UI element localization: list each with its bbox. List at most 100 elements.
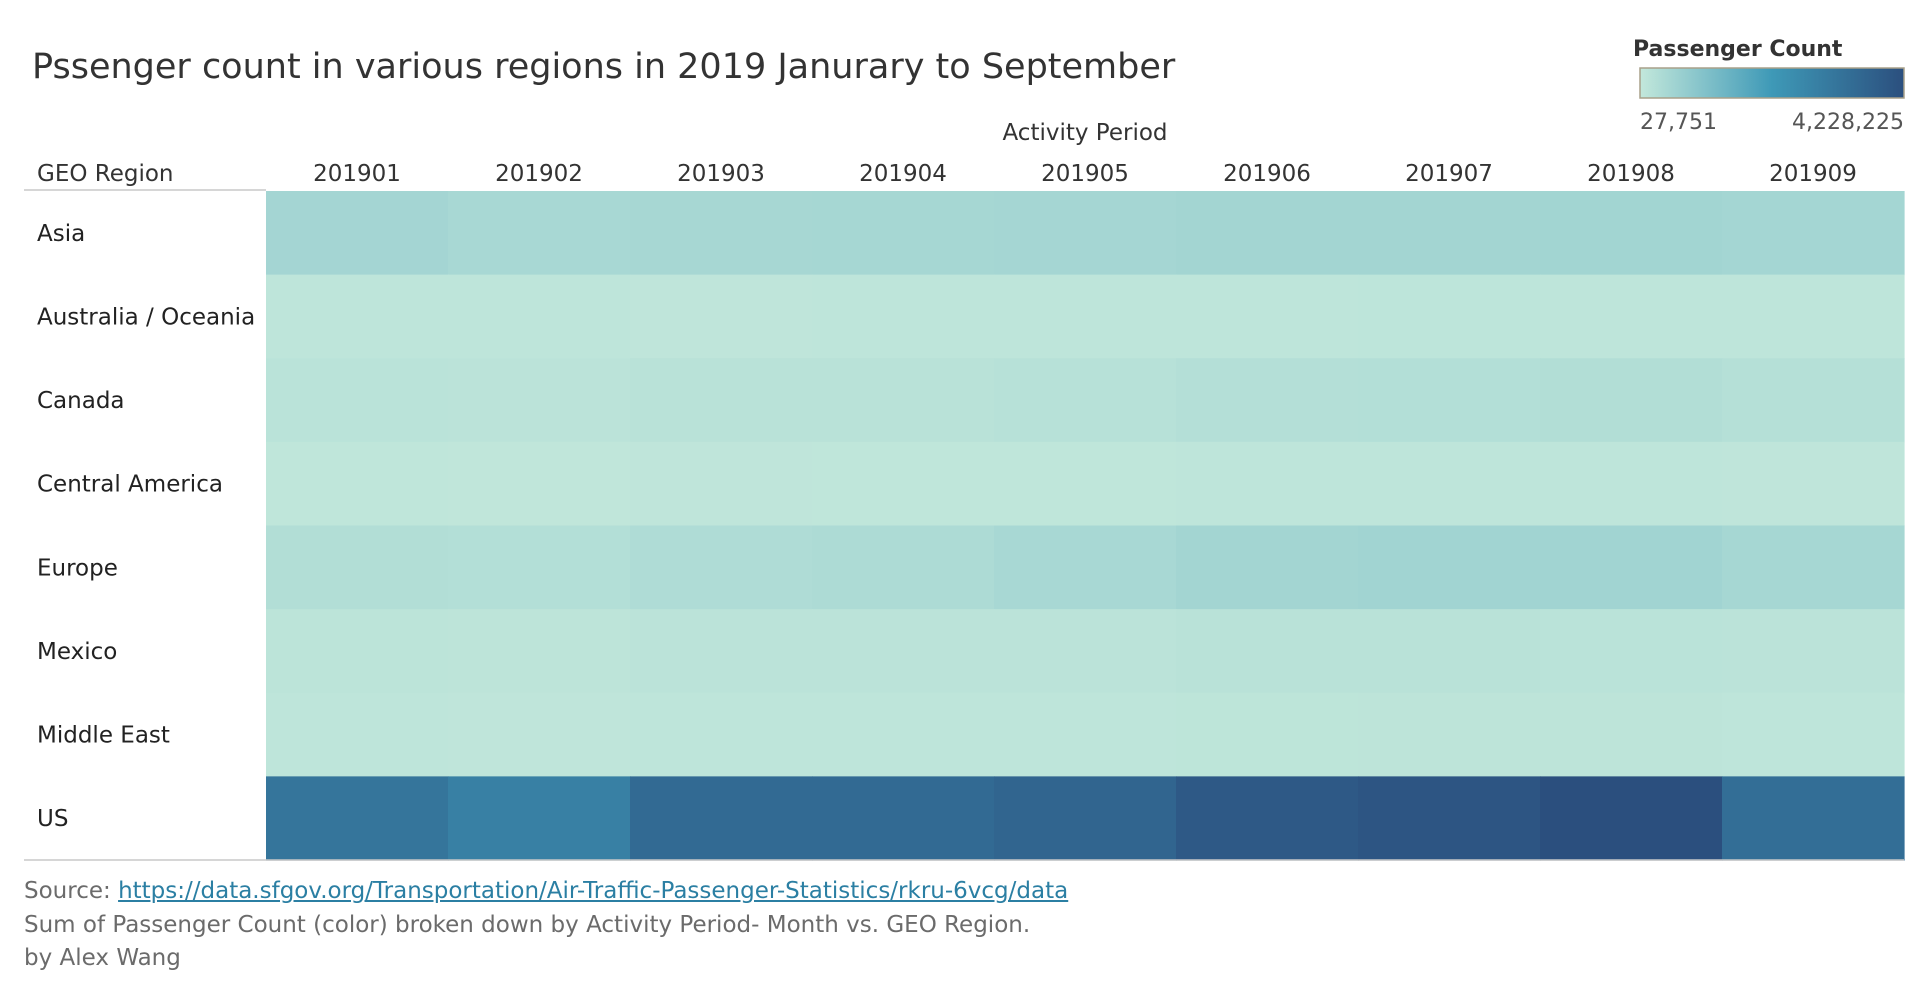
- heatmap-cell[interactable]: [630, 358, 813, 443]
- heatmap-cell[interactable]: [448, 525, 631, 610]
- heatmap-cell[interactable]: [1176, 441, 1359, 527]
- heatmap-cell[interactable]: [812, 441, 995, 527]
- heatmap-cell[interactable]: [266, 274, 449, 359]
- row-header: GEO Region: [37, 161, 174, 187]
- heatmap-cell[interactable]: [994, 358, 1177, 443]
- heatmap-cell[interactable]: [630, 441, 813, 527]
- heatmap-cell[interactable]: [812, 776, 995, 861]
- column-label: 201906: [1223, 161, 1311, 187]
- heatmap-cell[interactable]: [266, 692, 449, 777]
- heatmap-cell[interactable]: [1722, 191, 1905, 276]
- heatmap-cell[interactable]: [448, 441, 631, 527]
- heatmap-cell[interactable]: [630, 692, 813, 777]
- legend-title: Passenger Count: [1633, 37, 1843, 62]
- source-link[interactable]: https://data.sfgov.org/Transportation/Ai…: [118, 878, 1069, 904]
- heatmap-cell[interactable]: [1358, 191, 1541, 276]
- heatmap-cell[interactable]: [1176, 191, 1359, 276]
- heatmap-cell[interactable]: [1540, 191, 1723, 276]
- heatmap-cell[interactable]: [266, 776, 449, 861]
- heatmap-cell[interactable]: [1176, 692, 1359, 777]
- heatmap-cell[interactable]: [1722, 776, 1905, 861]
- heatmap-cell[interactable]: [448, 609, 631, 694]
- heatmap-cell[interactable]: [1540, 358, 1723, 443]
- heatmap-cell[interactable]: [1722, 441, 1905, 527]
- heatmap-cell[interactable]: [1540, 692, 1723, 777]
- heatmap-cell[interactable]: [1722, 274, 1905, 359]
- row-label: US: [37, 806, 68, 832]
- heatmap-cell[interactable]: [448, 191, 631, 276]
- column-label: 201903: [677, 161, 765, 187]
- heatmap-cell[interactable]: [1540, 776, 1723, 861]
- heatmap-cell[interactable]: [1722, 692, 1905, 777]
- heatmap-cell[interactable]: [630, 274, 813, 359]
- heatmap-cell[interactable]: [266, 525, 449, 610]
- heatmap-cell[interactable]: [1358, 358, 1541, 443]
- heatmap-cell[interactable]: [994, 525, 1177, 610]
- heatmap-cell[interactable]: [1722, 525, 1905, 610]
- row-label: Central America: [37, 472, 223, 498]
- heatmap-cell[interactable]: [1540, 609, 1723, 694]
- legend-min-label: 27,751: [1640, 110, 1717, 135]
- source-line: Source: https://data.sfgov.org/Transport…: [24, 878, 1068, 904]
- column-label: 201904: [859, 161, 947, 187]
- heatmap-cell[interactable]: [1358, 692, 1541, 777]
- heatmap-cell[interactable]: [812, 274, 995, 359]
- heatmap-cell[interactable]: [1176, 776, 1359, 861]
- heatmap-cell[interactable]: [1176, 525, 1359, 610]
- x-axis-title: Activity Period: [1002, 120, 1167, 146]
- heatmap-cell[interactable]: [630, 525, 813, 610]
- heatmap-cell[interactable]: [1722, 609, 1905, 694]
- heatmap-cell[interactable]: [1358, 525, 1541, 610]
- heatmap-cell[interactable]: [1176, 358, 1359, 443]
- column-label: 201905: [1041, 161, 1129, 187]
- heatmap-cell[interactable]: [630, 191, 813, 276]
- heatmap-cell[interactable]: [994, 692, 1177, 777]
- heatmap-cell[interactable]: [448, 274, 631, 359]
- row-label: Asia: [37, 221, 85, 247]
- heatmap-cell[interactable]: [266, 441, 449, 527]
- legend-max-label: 4,228,225: [1792, 110, 1904, 135]
- heatmap-cell[interactable]: [266, 609, 449, 694]
- column-label: 201901: [313, 161, 401, 187]
- column-label: 201902: [495, 161, 583, 187]
- row-label: Mexico: [37, 639, 117, 665]
- heatmap-cell[interactable]: [1358, 274, 1541, 359]
- column-label: 201908: [1587, 161, 1675, 187]
- column-label: 201907: [1405, 161, 1493, 187]
- heatmap-cell[interactable]: [812, 609, 995, 694]
- heatmap-cell[interactable]: [448, 692, 631, 777]
- legend-gradient-bar: [1639, 67, 1905, 99]
- heatmap-cell[interactable]: [1358, 776, 1541, 861]
- chart-author: by Alex Wang: [24, 945, 181, 971]
- row-label: Australia / Oceania: [37, 304, 255, 330]
- heatmap-cell[interactable]: [994, 191, 1177, 276]
- heatmap-cell[interactable]: [812, 525, 995, 610]
- heatmap-cell[interactable]: [1540, 441, 1723, 527]
- heatmap-cell[interactable]: [812, 358, 995, 443]
- heatmap-cell[interactable]: [448, 776, 631, 861]
- heatmap-cell[interactable]: [1358, 441, 1541, 527]
- heatmap-cell[interactable]: [812, 191, 995, 276]
- heatmap-cell[interactable]: [1358, 609, 1541, 694]
- row-labels: Asia Australia / Oceania Canada Central Ame…: [37, 221, 255, 832]
- heatmap-cell[interactable]: [448, 358, 631, 443]
- heatmap-cell[interactable]: [1176, 274, 1359, 359]
- row-label: Middle East: [37, 723, 170, 749]
- heatmap-cell[interactable]: [630, 609, 813, 694]
- row-label: Europe: [37, 555, 118, 581]
- heatmap-cell[interactable]: [630, 776, 813, 861]
- heatmap-cell[interactable]: [266, 358, 449, 443]
- heatmap-cell[interactable]: [994, 609, 1177, 694]
- source-prefix: Source:: [24, 878, 119, 904]
- heatmap-cell[interactable]: [1176, 609, 1359, 694]
- heatmap-cell[interactable]: [994, 441, 1177, 527]
- heatmap-cell[interactable]: [1540, 274, 1723, 359]
- column-label: 201909: [1769, 161, 1857, 187]
- heatmap-cell[interactable]: [1722, 358, 1905, 443]
- heatmap-cell[interactable]: [1540, 525, 1723, 610]
- heatmap-cell[interactable]: [266, 191, 449, 276]
- heatmap-cell[interactable]: [994, 776, 1177, 861]
- heatmap-cell[interactable]: [994, 274, 1177, 359]
- heatmap-cell[interactable]: [812, 692, 995, 777]
